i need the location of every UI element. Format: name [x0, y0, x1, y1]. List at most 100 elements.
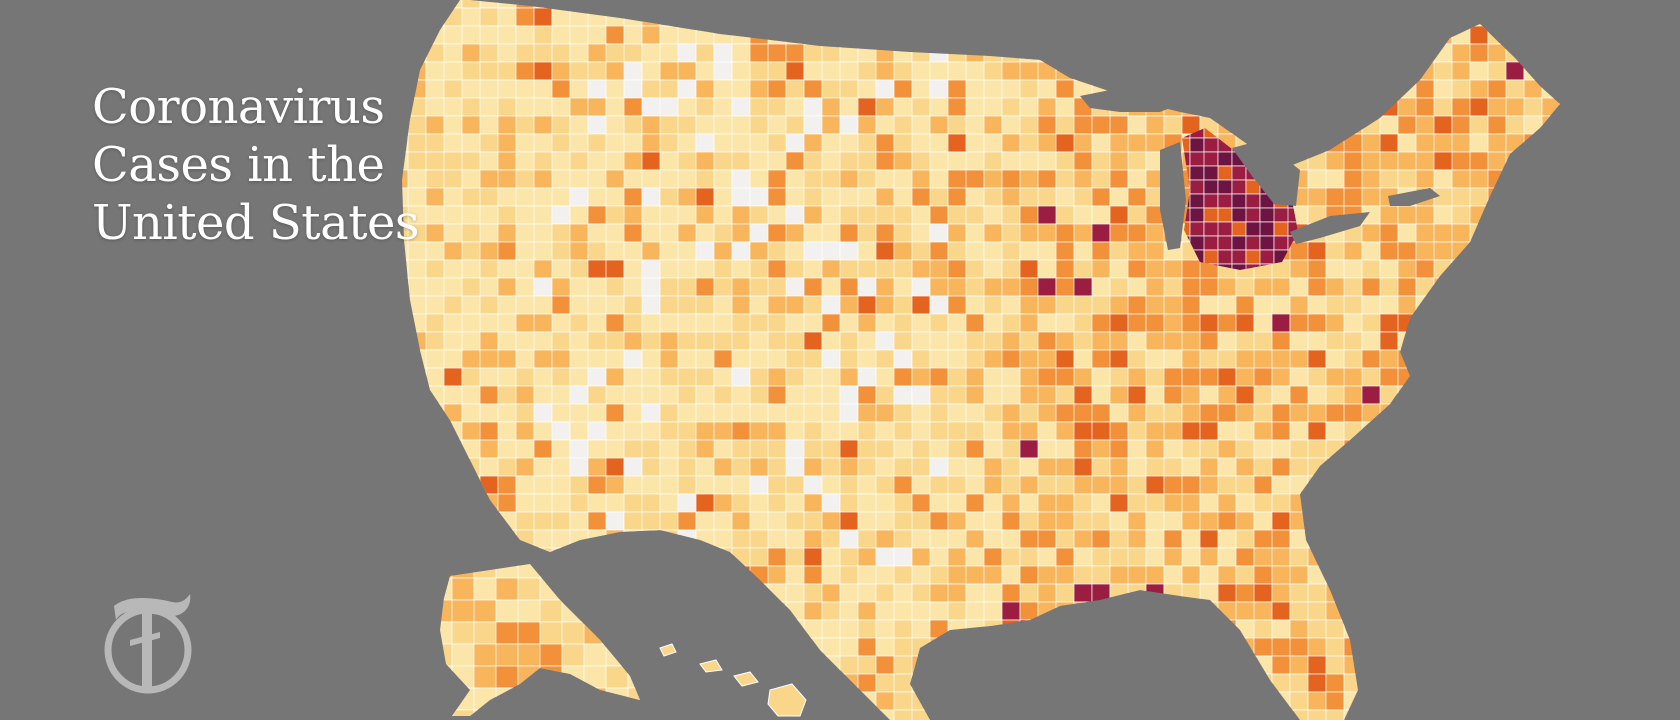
county-tile — [1199, 637, 1219, 657]
county-tile — [1451, 133, 1471, 153]
county-tile — [893, 709, 913, 720]
county-tile — [731, 223, 751, 243]
county-tile — [839, 619, 859, 639]
county-tile — [1217, 673, 1237, 693]
county-tile — [515, 295, 535, 315]
county-tile — [1397, 97, 1417, 117]
county-tile — [587, 133, 607, 153]
county-tile — [1245, 235, 1261, 251]
county-tile — [857, 97, 877, 117]
county-tile — [473, 564, 497, 579]
county-tile — [1091, 61, 1111, 81]
county-tile — [911, 25, 931, 45]
county-tile — [605, 367, 625, 387]
county-tile — [1163, 115, 1183, 135]
county-tile — [1181, 691, 1201, 711]
county-tile — [893, 385, 913, 405]
county-tile — [1307, 403, 1327, 423]
county-tile — [1289, 511, 1327, 531]
county-tile — [1231, 249, 1247, 265]
county-tile — [1163, 25, 1183, 45]
county-tile — [1325, 457, 1345, 477]
county-tile — [517, 564, 563, 579]
county-tile — [1001, 565, 1021, 585]
county-tile — [407, 403, 445, 423]
county-tile — [1055, 385, 1075, 405]
county-tile — [461, 259, 481, 279]
county-tile — [983, 421, 1003, 441]
county-tile — [1397, 25, 1435, 45]
county-tile — [1559, 7, 1560, 27]
county-tile — [479, 97, 499, 117]
county-tile — [425, 601, 445, 621]
county-tile — [947, 691, 985, 711]
county-tile — [1325, 403, 1345, 423]
county-tile — [713, 457, 733, 477]
county-tile — [1325, 493, 1345, 513]
county-tile — [641, 565, 661, 585]
county-tile — [749, 223, 769, 243]
county-tile — [1199, 295, 1219, 315]
county-tile — [677, 421, 697, 441]
county-tile — [1487, 367, 1507, 387]
county-tile — [1307, 565, 1327, 585]
county-tile — [1091, 313, 1111, 333]
county-tile — [749, 241, 769, 261]
county-tile — [659, 169, 679, 189]
county-tile — [1055, 205, 1075, 225]
county-tile — [659, 385, 679, 405]
county-tile — [965, 421, 985, 441]
county-tile — [1127, 295, 1147, 315]
county-tile — [983, 331, 1003, 351]
county-tile — [605, 599, 629, 623]
county-tile — [875, 511, 895, 531]
county-tile — [731, 475, 751, 495]
county-tile — [1253, 277, 1273, 297]
county-tile — [1253, 349, 1273, 369]
county-tile — [1163, 277, 1183, 297]
county-tile — [1127, 421, 1147, 441]
county-tile — [1559, 79, 1560, 99]
great-lakes — [1080, 84, 1440, 250]
county-tile — [1203, 207, 1219, 223]
county-tile — [515, 7, 535, 27]
county-tile — [1343, 169, 1363, 189]
county-tile — [749, 115, 769, 135]
county-tile — [1055, 187, 1075, 207]
county-tile — [1415, 295, 1435, 315]
county-tile — [1559, 457, 1560, 477]
nyt-t-logo-icon — [104, 594, 192, 694]
county-tile — [749, 205, 769, 225]
county-tile — [803, 349, 823, 369]
county-tile — [893, 241, 913, 261]
county-tile — [857, 529, 877, 549]
county-tile — [440, 564, 453, 579]
county-tile — [402, 331, 409, 351]
county-tile — [1163, 529, 1183, 549]
county-tile — [1505, 205, 1525, 225]
county-tile — [965, 655, 1003, 675]
county-tile — [641, 187, 661, 207]
county-tile — [1253, 7, 1291, 27]
county-tile — [1451, 97, 1471, 117]
county-tile — [1469, 187, 1489, 207]
county-tile — [1559, 565, 1560, 585]
county-tile — [803, 457, 823, 477]
county-tile — [1189, 221, 1205, 237]
county-tile — [1259, 128, 1275, 139]
county-tile — [857, 403, 877, 423]
county-tile — [1469, 205, 1507, 225]
county-tile — [1109, 61, 1147, 81]
county-tile — [443, 25, 463, 45]
county-tile — [839, 7, 859, 27]
county-tile — [911, 637, 931, 657]
county-tile — [1271, 619, 1291, 639]
county-tile — [1181, 385, 1201, 405]
county-tile — [947, 403, 967, 423]
county-tile — [1109, 511, 1129, 531]
county-tile — [695, 583, 733, 603]
county-tile — [1199, 0, 1219, 9]
county-tile — [1217, 207, 1233, 223]
county-tile — [659, 97, 679, 117]
